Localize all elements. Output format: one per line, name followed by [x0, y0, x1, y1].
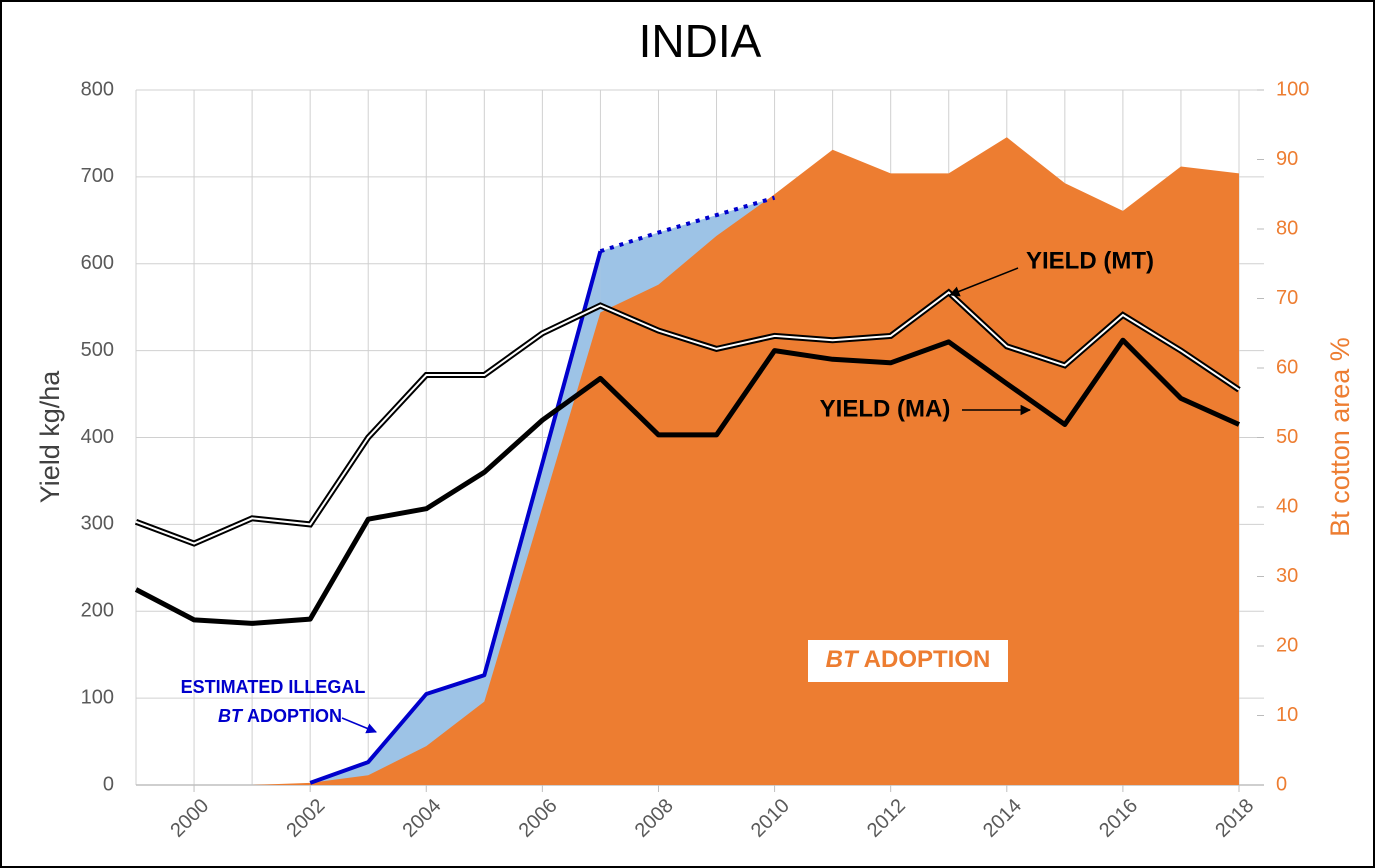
- y2-tick-label: 70: [1276, 287, 1298, 309]
- y-tick-label: 600: [81, 252, 114, 274]
- y2-tick-label: 100: [1276, 78, 1309, 100]
- label-box: [808, 640, 1008, 682]
- line-inner: [135, 291, 1240, 545]
- y2-tick-label: 90: [1276, 148, 1298, 170]
- y2-tick-label: 50: [1276, 426, 1298, 448]
- y2-tick-label: 20: [1276, 634, 1298, 656]
- line: [134, 337, 1241, 626]
- y-tick-label: 700: [81, 165, 114, 187]
- line: [309, 250, 603, 785]
- y-tick-label: 500: [81, 339, 114, 361]
- annotation: YIELD (MT): [1026, 247, 1154, 274]
- annotation: ESTIMATED ILLEGAL: [181, 677, 366, 697]
- annotation: BT ADOPTION: [826, 646, 991, 673]
- y-tick-label: 0: [103, 773, 114, 795]
- arrow: [341, 717, 377, 734]
- y-tick-label: 800: [81, 78, 114, 100]
- arrow: [949, 267, 1019, 297]
- y-tick-label: 300: [81, 513, 114, 535]
- annotation-part: ADOPTION: [864, 646, 991, 673]
- annotation-part: ADOPTION: [247, 706, 342, 726]
- y2-tick-label: 80: [1276, 217, 1298, 239]
- adoption-area: [252, 137, 1240, 786]
- annotation-part: BT: [218, 706, 244, 726]
- annotation: BT ADOPTION: [218, 706, 342, 726]
- marks: [134, 137, 1241, 786]
- y2-tick-label: 40: [1276, 495, 1298, 517]
- y-tick-label: 100: [81, 686, 114, 708]
- y2-tick-label: 60: [1276, 356, 1298, 378]
- y-tick-label: 200: [81, 600, 114, 622]
- y2-axis-title: Bt cotton area %: [1325, 337, 1355, 537]
- y2-tick-label: 30: [1276, 565, 1298, 587]
- chart-title: INDIA: [639, 15, 762, 67]
- y-axis-title: Yield kg/ha: [35, 370, 65, 504]
- annotation-part: BT: [826, 646, 860, 673]
- y-tick-label: 400: [81, 426, 114, 448]
- annotation: YIELD (MA): [820, 395, 951, 422]
- y2-tick-label: 10: [1276, 704, 1298, 726]
- y2-tick-label: 0: [1276, 773, 1287, 795]
- line: [599, 195, 776, 254]
